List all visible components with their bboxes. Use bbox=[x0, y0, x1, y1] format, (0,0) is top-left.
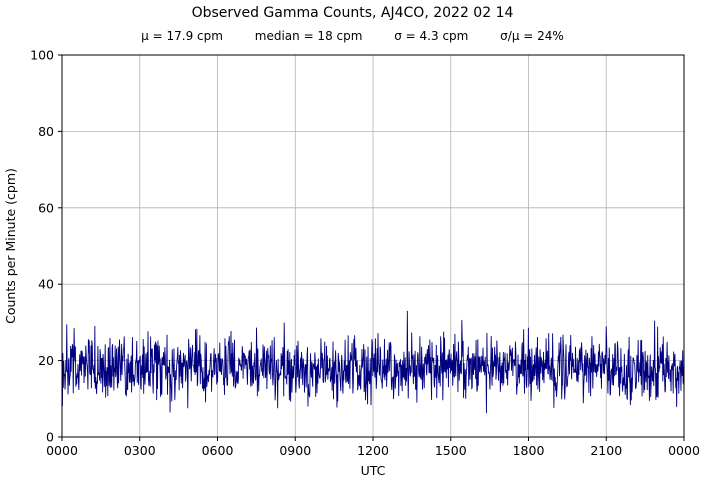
xtick-label: 0000 bbox=[46, 443, 78, 458]
tick-layer bbox=[58, 54, 685, 441]
xtick-label: 0000 bbox=[668, 443, 700, 458]
y-axis-label: Counts per Minute (cpm) bbox=[3, 168, 18, 324]
ytick-label: 100 bbox=[30, 48, 54, 63]
xtick-label: 0600 bbox=[202, 443, 234, 458]
tick-label-layer: 0 20 40 60 80 100 0000 0300 0600 0900 1200 1500 1800… bbox=[30, 48, 700, 459]
stat-sigma: σ = 4.3 cpm bbox=[394, 29, 469, 43]
stat-ratio: σ/μ = 24% bbox=[500, 29, 564, 43]
ytick-label: 40 bbox=[38, 277, 54, 292]
stat-median: median = 18 cpm bbox=[254, 29, 363, 43]
ytick-label: 80 bbox=[38, 124, 54, 139]
x-axis-label: UTC bbox=[361, 463, 386, 478]
ytick-label: 20 bbox=[38, 353, 54, 368]
xtick-label: 1200 bbox=[357, 443, 389, 458]
stat-mu: μ = 17.9 cpm bbox=[141, 29, 223, 43]
ytick-label: 60 bbox=[38, 200, 54, 215]
gamma-counts-series bbox=[61, 310, 685, 414]
xtick-label: 1800 bbox=[513, 443, 545, 458]
data-layer bbox=[61, 310, 685, 414]
ytick-label: 0 bbox=[46, 430, 54, 445]
chart-stats: μ = 17.9 cpm median = 18 cpm σ = 4.3 cpm… bbox=[0, 29, 705, 43]
xtick-label: 2100 bbox=[590, 443, 622, 458]
xtick-label: 0300 bbox=[124, 443, 156, 458]
xtick-label: 0900 bbox=[279, 443, 311, 458]
xtick-label: 1500 bbox=[435, 443, 467, 458]
chart-title: Observed Gamma Counts, AJ4CO, 2022 02 14 bbox=[191, 5, 514, 21]
